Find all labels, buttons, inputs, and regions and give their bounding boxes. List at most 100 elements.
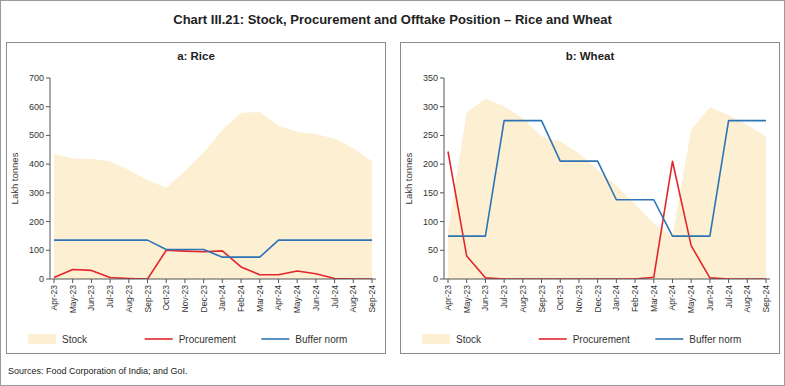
x-tick: [597, 279, 598, 283]
x-tick: [448, 279, 449, 283]
y-tick-label: 300: [423, 102, 438, 112]
legend-swatch: [145, 338, 173, 340]
legend-item: Buffer norm: [655, 334, 741, 345]
x-tick-label: Jun-23: [86, 285, 96, 311]
y-axis-label: Lakh tonnes: [403, 152, 414, 204]
x-tick-label: Aug-23: [518, 285, 528, 313]
x-tick: [466, 279, 467, 283]
y-tick: [46, 78, 50, 79]
y-tick-label: 300: [29, 188, 44, 198]
x-tick: [184, 279, 185, 283]
x-tick-label: Dec-23: [199, 285, 209, 313]
y-axis-line: [444, 78, 445, 279]
legend-item: Stock: [28, 334, 88, 345]
x-tick: [485, 279, 486, 283]
legend-swatch: [28, 334, 56, 344]
x-tick-label: Nov-23: [574, 285, 584, 313]
x-tick: [334, 279, 335, 283]
y-tick: [46, 250, 50, 251]
y-tick: [440, 106, 444, 107]
y-tick: [440, 250, 444, 251]
x-tick-label: Feb-24: [630, 285, 640, 312]
plot-area: [54, 112, 372, 279]
stock-area: [54, 112, 372, 279]
x-tick: [635, 279, 636, 283]
x-tick-label: Sep-24: [761, 285, 771, 313]
x-tick-label: Jun-24: [311, 285, 321, 311]
x-tick-label: Mar-24: [649, 285, 659, 312]
x-tick: [578, 279, 579, 283]
x-tick: [128, 279, 129, 283]
x-axis-line: [444, 279, 770, 280]
y-tick-label: 350: [423, 73, 438, 83]
x-tick-label: Apr-24: [273, 285, 283, 311]
x-tick-label: Dec-23: [593, 285, 603, 313]
x-tick-label: Jan-24: [611, 285, 621, 311]
y-tick: [440, 164, 444, 165]
panel-frame: [401, 43, 780, 354]
y-tick: [46, 164, 50, 165]
x-tick: [315, 279, 316, 283]
y-tick-label: 500: [29, 130, 44, 140]
x-tick: [709, 279, 710, 283]
legend-swatch: [539, 338, 567, 340]
outer-frame: [1, 1, 785, 386]
legend-item: Buffer norm: [261, 334, 347, 345]
x-tick: [297, 279, 298, 283]
x-tick: [278, 279, 279, 283]
x-tick: [728, 279, 729, 283]
y-tick-label: 0: [39, 274, 44, 284]
plot-area: [448, 99, 766, 279]
x-tick-label: Apr-24: [667, 285, 677, 311]
x-tick-label: Sep-23: [537, 285, 547, 313]
y-axis-label: Lakh tonnes: [9, 152, 20, 204]
panel: a: Rice0100200300400500600700Apr-23May-2…: [7, 43, 386, 354]
panel-title: b: Wheat: [566, 50, 615, 62]
x-tick: [203, 279, 204, 283]
x-tick: [541, 279, 542, 283]
y-tick: [46, 135, 50, 136]
x-tick: [616, 279, 617, 283]
y-tick: [440, 192, 444, 193]
x-tick: [653, 279, 654, 283]
x-tick-label: Apr-23: [49, 285, 59, 311]
x-tick-label: Sep-24: [367, 285, 377, 313]
legend-swatch: [422, 334, 450, 344]
legend-swatch: [655, 338, 683, 340]
y-tick-label: 200: [29, 217, 44, 227]
x-tick: [72, 279, 73, 283]
x-tick: [147, 279, 148, 283]
source-note: Sources: Food Corporation of India; and …: [8, 366, 188, 376]
x-tick: [166, 279, 167, 283]
x-tick-label: May-24: [686, 285, 696, 314]
y-tick: [46, 221, 50, 222]
y-tick-label: 0: [433, 274, 438, 284]
chart-figure: Chart III.21: Stock, Procurement and Off…: [0, 0, 785, 386]
x-tick-label: May-24: [292, 285, 302, 314]
y-axis-line: [50, 78, 51, 279]
x-tick-label: Aug-24: [742, 285, 752, 313]
x-tick: [504, 279, 505, 283]
y-tick-label: 250: [423, 130, 438, 140]
legend-label: Buffer norm: [689, 334, 741, 345]
legend-item: Procurement: [539, 334, 630, 345]
y-tick: [46, 106, 50, 107]
x-tick-label: Apr-23: [443, 285, 453, 311]
legend-label: Stock: [456, 334, 482, 345]
y-tick: [46, 279, 50, 280]
x-tick-label: Feb-24: [236, 285, 246, 312]
series-line: [54, 240, 372, 257]
x-tick-label: Nov-23: [180, 285, 190, 313]
y-tick-label: 100: [423, 217, 438, 227]
x-tick-label: Jul-24: [330, 285, 340, 308]
x-axis-line: [50, 279, 376, 280]
x-tick-label: Jul-24: [724, 285, 734, 308]
x-tick-label: Mar-24: [255, 285, 265, 312]
y-tick-label: 700: [29, 73, 44, 83]
x-tick: [54, 279, 55, 283]
x-tick: [522, 279, 523, 283]
y-tick-label: 50: [428, 245, 438, 255]
legend-label: Procurement: [179, 334, 236, 345]
x-tick: [110, 279, 111, 283]
x-tick-label: Jul-23: [105, 285, 115, 308]
